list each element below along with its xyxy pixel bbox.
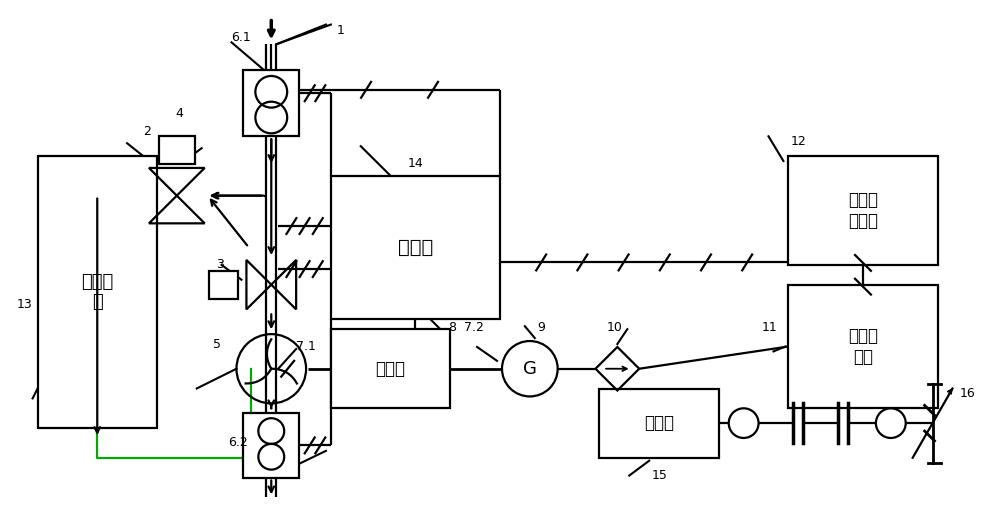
Text: 6.1: 6.1: [232, 31, 251, 44]
Bar: [209, 271, 238, 298]
Bar: [331, 329, 450, 408]
Text: 6.2: 6.2: [229, 436, 248, 449]
Text: 11: 11: [762, 321, 777, 334]
Bar: [243, 413, 299, 477]
Text: 4: 4: [176, 107, 184, 120]
Text: 7.1: 7.1: [296, 341, 316, 353]
Bar: [788, 285, 938, 408]
Text: 控制器: 控制器: [398, 238, 433, 257]
Bar: [788, 156, 938, 265]
Text: 16: 16: [960, 387, 975, 400]
Text: 15: 15: [651, 469, 667, 482]
Text: 逆变器: 逆变器: [644, 414, 674, 432]
Bar: [331, 176, 500, 319]
Text: 增速箱: 增速箱: [376, 360, 406, 378]
Text: 5: 5: [213, 337, 221, 351]
Bar: [243, 70, 299, 136]
Text: 3: 3: [216, 259, 224, 271]
Text: G: G: [523, 360, 537, 378]
Text: 9: 9: [537, 321, 545, 334]
Bar: [599, 388, 719, 458]
Text: 铅蓄电
池组: 铅蓄电 池组: [848, 327, 878, 366]
Text: 7.2: 7.2: [464, 321, 484, 334]
Text: 1: 1: [337, 24, 345, 37]
Text: 10: 10: [606, 321, 622, 334]
Bar: [38, 156, 157, 428]
Text: 13: 13: [17, 298, 33, 311]
Text: 电池检
测模块: 电池检 测模块: [848, 191, 878, 230]
Text: 12: 12: [790, 135, 806, 148]
Text: 2: 2: [143, 125, 151, 138]
Text: 消能挡
板: 消能挡 板: [81, 273, 113, 312]
Text: 14: 14: [408, 156, 423, 169]
Text: 8: 8: [448, 321, 456, 334]
Bar: [159, 136, 195, 164]
